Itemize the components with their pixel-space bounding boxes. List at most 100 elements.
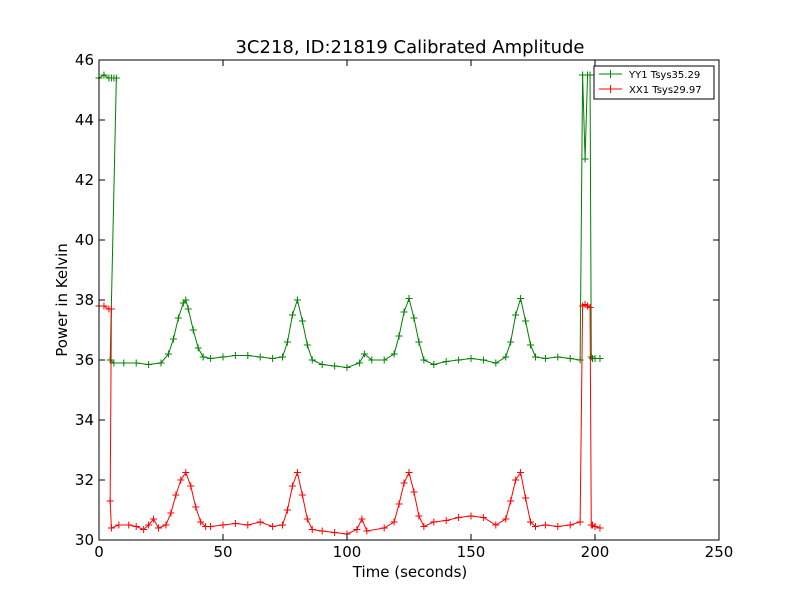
data-point bbox=[405, 295, 413, 302]
x-axis: 0 50 100 150 200 250 bbox=[94, 60, 733, 561]
series-xx1 bbox=[95, 301, 604, 538]
data-point bbox=[512, 311, 520, 319]
data-point bbox=[318, 361, 326, 368]
data-point bbox=[182, 296, 190, 304]
x-tick-label: 200 bbox=[581, 543, 610, 561]
data-point bbox=[100, 302, 108, 310]
y-tick-label: 32 bbox=[75, 471, 94, 489]
data-point bbox=[269, 355, 277, 362]
data-point bbox=[363, 527, 371, 535]
data-point bbox=[244, 352, 252, 359]
series-line bbox=[98, 74, 600, 369]
data-point bbox=[197, 518, 205, 526]
data-point bbox=[177, 476, 185, 484]
data-point bbox=[187, 482, 195, 490]
data-point bbox=[207, 523, 215, 530]
data-point bbox=[455, 514, 463, 521]
data-point bbox=[112, 74, 120, 82]
data-point bbox=[184, 305, 192, 313]
data-point bbox=[390, 350, 398, 358]
data-point bbox=[140, 526, 148, 533]
data-point bbox=[380, 356, 388, 364]
x-tick-label: 150 bbox=[457, 543, 486, 561]
data-point bbox=[279, 353, 287, 361]
data-point bbox=[479, 356, 487, 364]
data-point bbox=[125, 521, 133, 529]
data-point bbox=[269, 523, 277, 530]
data-point bbox=[157, 359, 165, 367]
data-point bbox=[576, 356, 584, 364]
series-layer bbox=[95, 71, 604, 538]
data-point bbox=[283, 506, 291, 514]
data-point bbox=[512, 476, 520, 484]
legend-marker-xx1: + bbox=[605, 82, 615, 96]
data-point bbox=[442, 358, 450, 365]
x-tick-label: 100 bbox=[333, 543, 362, 561]
data-point bbox=[172, 491, 180, 499]
data-point bbox=[410, 488, 418, 496]
legend-label-yy1: YY1 Tsys35.29 bbox=[628, 70, 700, 81]
data-point bbox=[303, 341, 311, 349]
data-point bbox=[479, 514, 487, 521]
data-point bbox=[167, 509, 175, 517]
y-tick-label: 38 bbox=[75, 291, 94, 309]
y-tick-label: 30 bbox=[75, 531, 94, 549]
legend-frame bbox=[593, 65, 715, 100]
data-point bbox=[231, 352, 239, 359]
data-point bbox=[541, 521, 549, 529]
data-point bbox=[189, 326, 197, 334]
y-tick-label: 36 bbox=[75, 351, 94, 369]
data-point bbox=[293, 469, 301, 476]
data-point bbox=[596, 524, 604, 532]
data-point bbox=[132, 359, 140, 367]
data-point bbox=[522, 317, 530, 325]
series-yy1 bbox=[95, 71, 604, 371]
data-point bbox=[581, 155, 589, 163]
y-tick-label: 42 bbox=[75, 171, 94, 189]
data-point bbox=[293, 296, 301, 304]
data-point bbox=[358, 515, 366, 523]
data-point bbox=[107, 305, 115, 313]
data-point bbox=[207, 355, 215, 362]
data-point bbox=[244, 521, 252, 529]
data-point bbox=[145, 521, 153, 529]
data-point bbox=[303, 515, 311, 523]
y-axis-label: Power in Kelvin bbox=[53, 243, 71, 357]
data-point bbox=[531, 523, 539, 530]
data-point bbox=[132, 523, 140, 530]
x-axis-label: Time (seconds) bbox=[352, 563, 468, 581]
data-point bbox=[107, 524, 115, 532]
data-point bbox=[283, 338, 291, 346]
data-point bbox=[360, 350, 368, 358]
data-point bbox=[355, 359, 363, 367]
data-point bbox=[400, 308, 408, 316]
data-point bbox=[256, 353, 264, 361]
data-point bbox=[199, 353, 207, 361]
data-point bbox=[194, 344, 202, 352]
data-point bbox=[502, 515, 510, 523]
data-point bbox=[400, 479, 408, 487]
data-point bbox=[522, 494, 530, 502]
x-tick-label: 0 bbox=[94, 543, 104, 561]
data-point bbox=[586, 71, 594, 79]
data-point bbox=[395, 332, 403, 340]
data-point bbox=[430, 361, 438, 368]
y-tick-label: 44 bbox=[75, 111, 94, 129]
data-point bbox=[100, 71, 108, 79]
data-point bbox=[308, 356, 316, 364]
data-point bbox=[395, 500, 403, 508]
data-point bbox=[541, 355, 549, 362]
data-point bbox=[467, 355, 475, 362]
data-point bbox=[219, 353, 227, 361]
x-tick-label: 50 bbox=[213, 543, 232, 561]
data-point bbox=[145, 361, 153, 368]
data-point bbox=[162, 521, 170, 529]
data-point bbox=[120, 359, 128, 367]
data-point bbox=[164, 350, 172, 358]
data-point bbox=[596, 355, 604, 362]
data-point bbox=[507, 338, 515, 346]
legend-marker-yy1: + bbox=[605, 67, 615, 81]
data-point bbox=[390, 518, 398, 526]
x-tick-label: 250 bbox=[705, 543, 734, 561]
